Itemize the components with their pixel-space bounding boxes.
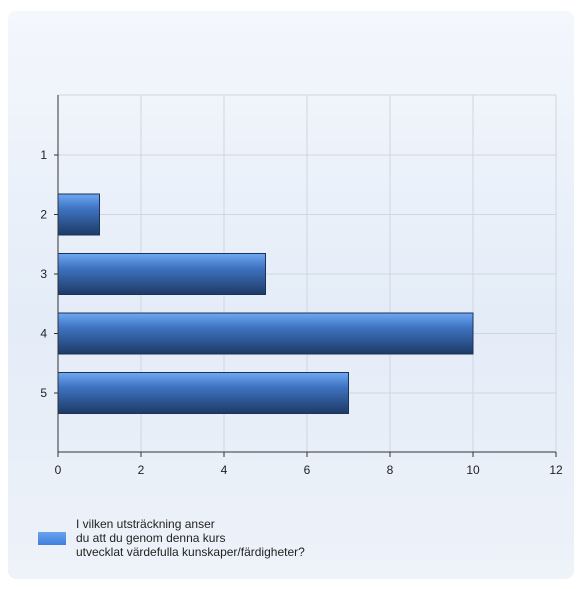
bar [57,372,349,414]
x-tick-label: 4 [221,463,228,477]
x-tick-label: 10 [466,463,480,477]
legend-line: utvecklat värdefulla kunskaper/färdighet… [76,545,305,559]
y-tick-label: 4 [40,327,47,341]
axes [54,95,557,457]
y-tick-label: 2 [40,208,47,222]
bar [57,312,474,355]
x-tick-label: 0 [55,463,62,477]
y-tick-label: 3 [40,267,47,281]
x-tick-label: 6 [304,463,311,477]
x-tick-label: 8 [387,463,394,477]
y-tick-label: 5 [40,386,47,400]
y-tick-label: 1 [40,148,47,162]
legend-line: du att du genom denna kurs [76,531,226,545]
bar [57,193,100,236]
legend: I vilken utsträckning anser du att du ge… [38,517,376,559]
legend-label: I vilken utsträckning anser du att du ge… [76,517,376,559]
x-tick-label: 12 [549,463,563,477]
legend-swatch [38,531,66,545]
bar [57,253,266,295]
bars [57,193,474,414]
x-tick-label: 2 [138,463,145,477]
legend-line: I vilken utsträckning anser [76,517,215,531]
